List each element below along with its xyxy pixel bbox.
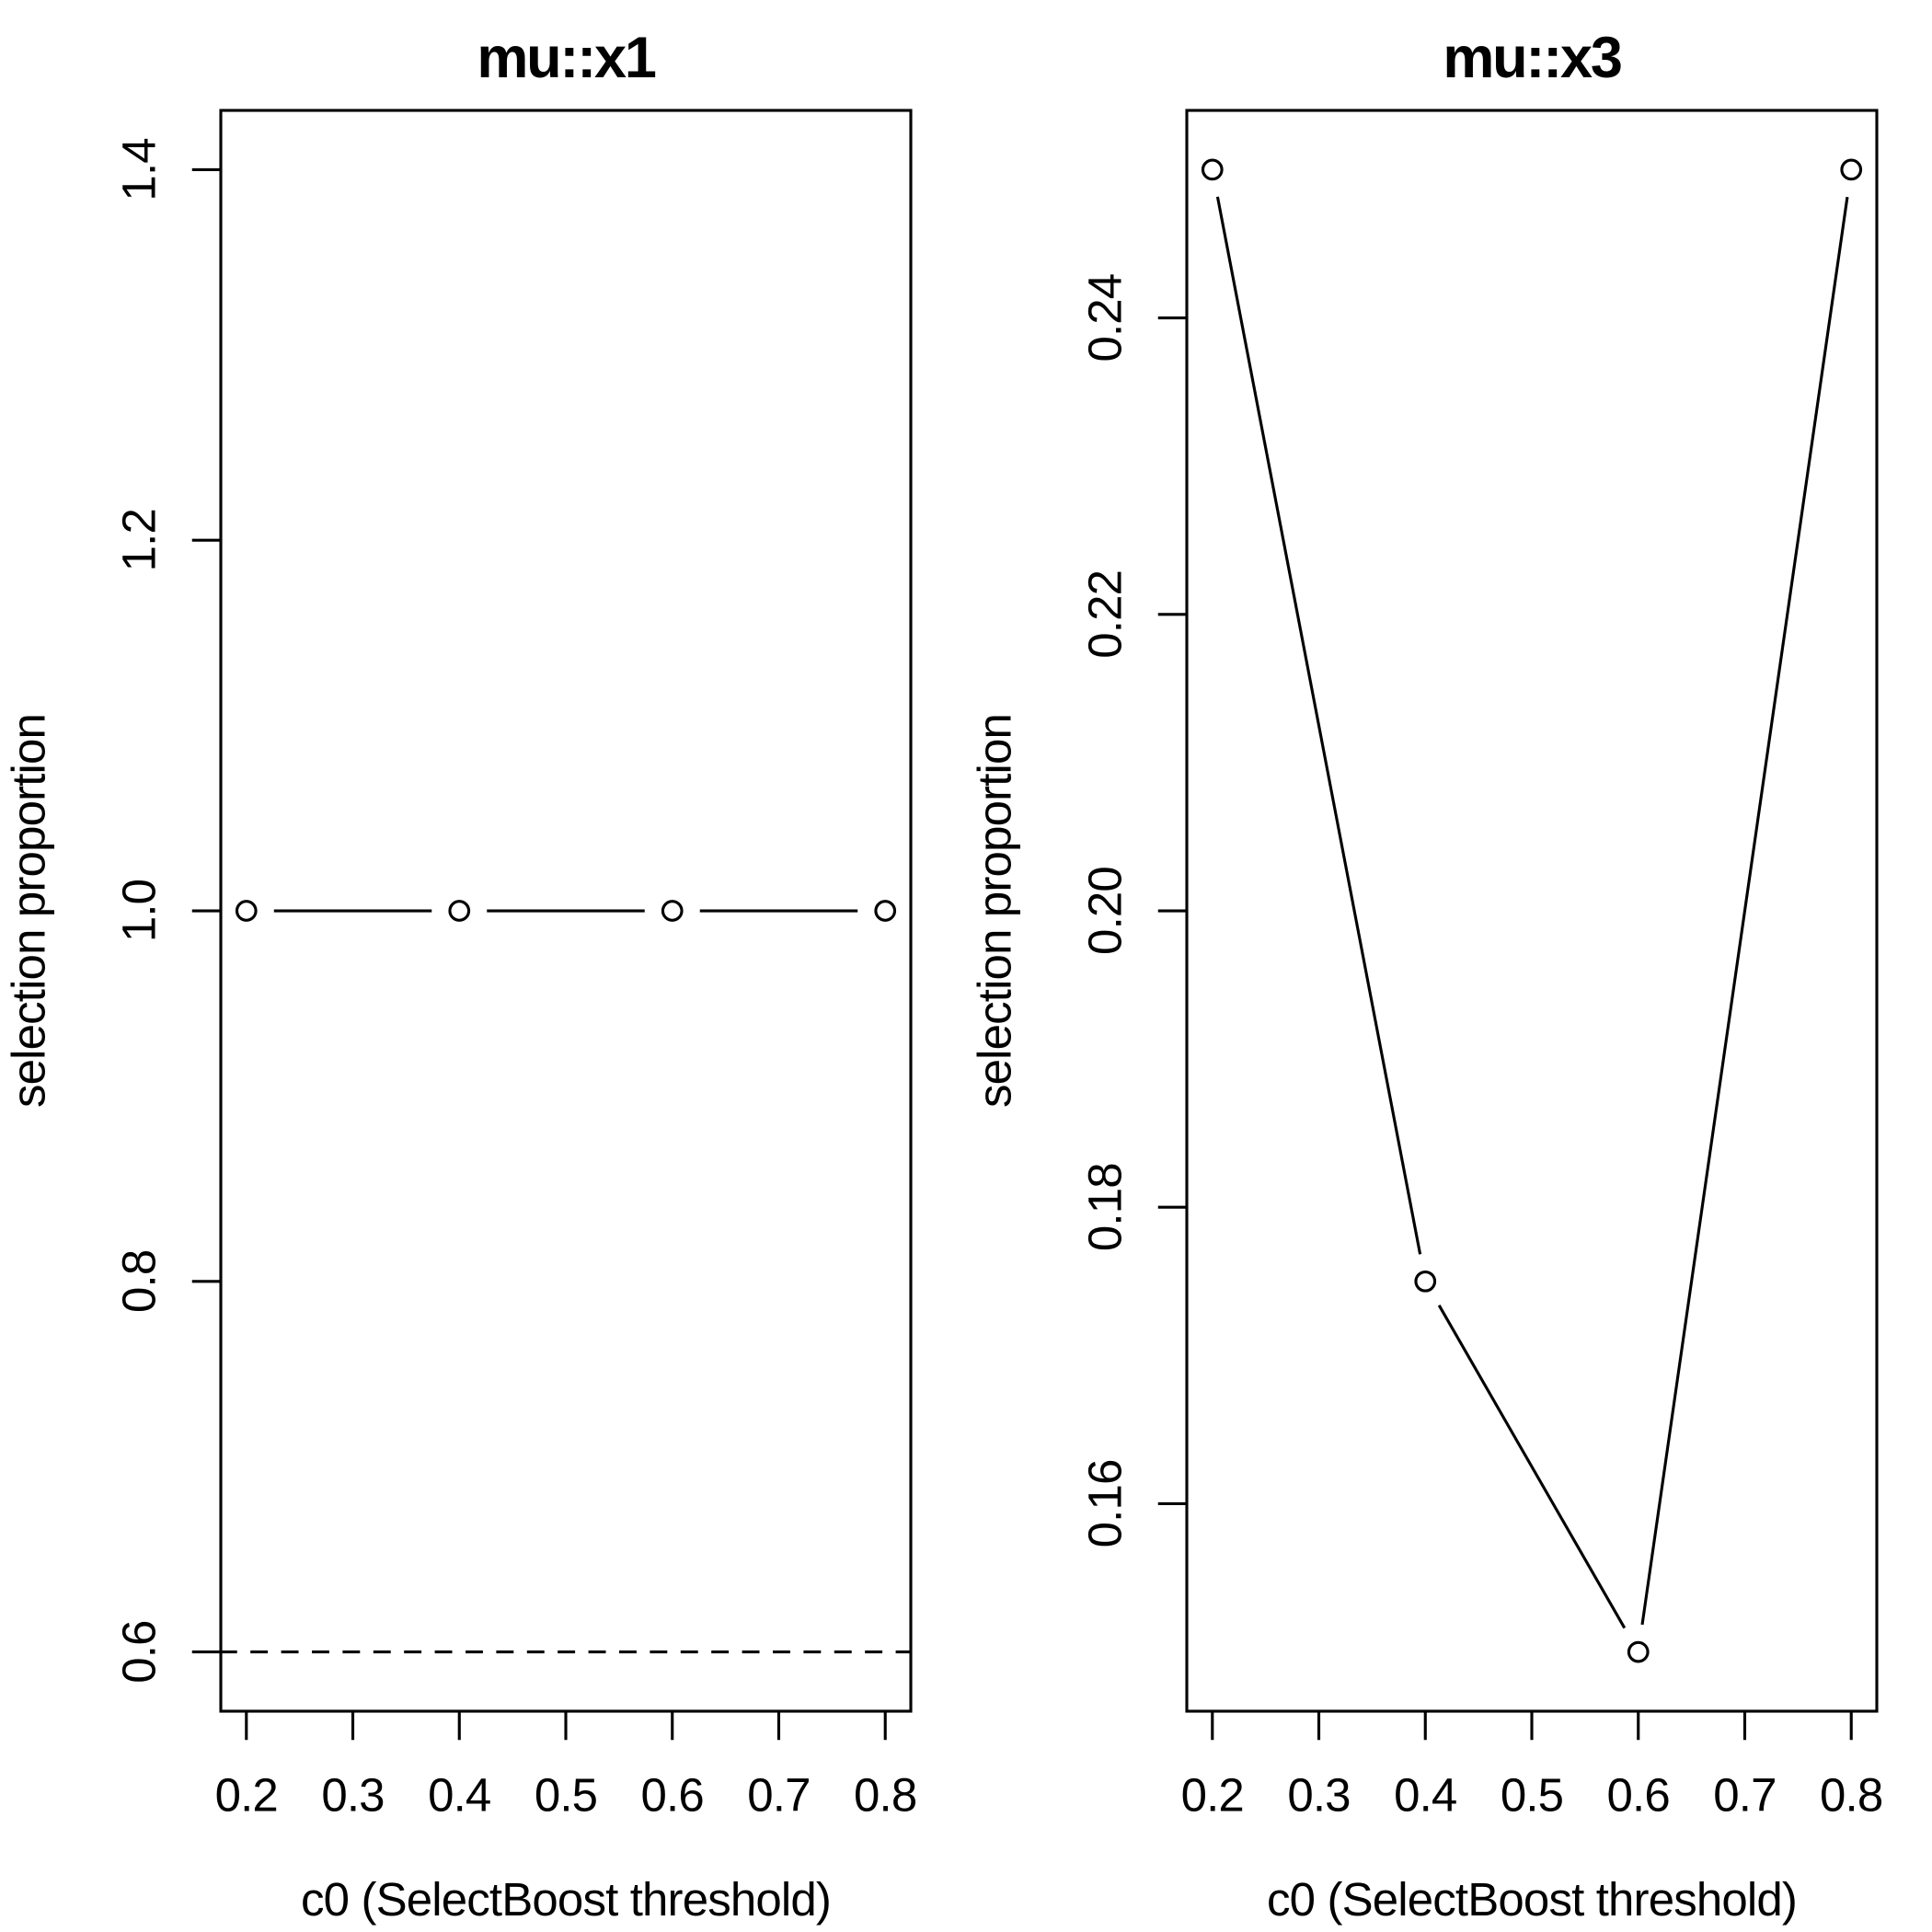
svg-text:selection proportion: selection proportion [969,714,1021,1108]
svg-text:0.6: 0.6 [1607,1769,1670,1822]
svg-text:0.18: 0.18 [1079,1163,1132,1251]
svg-text:c0 (SelectBoost threshold): c0 (SelectBoost threshold) [301,1873,831,1926]
svg-text:1.2: 1.2 [113,509,166,571]
svg-text:c0 (SelectBoost threshold): c0 (SelectBoost threshold) [1267,1873,1797,1926]
svg-text:0.6: 0.6 [641,1769,704,1822]
svg-text:0.7: 0.7 [1713,1769,1776,1822]
svg-text:1.4: 1.4 [113,138,166,201]
svg-text:1.0: 1.0 [113,880,166,942]
svg-text:0.5: 0.5 [1501,1769,1563,1822]
svg-text:0.16: 0.16 [1079,1459,1132,1547]
svg-text:0.6: 0.6 [113,1620,166,1683]
svg-text:mu::x1: mu::x1 [477,26,655,90]
svg-text:0.5: 0.5 [535,1769,597,1822]
svg-text:0.4: 0.4 [428,1769,490,1822]
svg-text:0.4: 0.4 [1394,1769,1456,1822]
svg-text:0.2: 0.2 [215,1769,278,1822]
svg-text:0.3: 0.3 [1287,1769,1350,1822]
svg-text:0.7: 0.7 [747,1769,810,1822]
svg-text:0.3: 0.3 [321,1769,384,1822]
svg-text:selection proportion: selection proportion [3,714,55,1108]
svg-text:0.8: 0.8 [854,1769,916,1822]
svg-text:mu::x3: mu::x3 [1443,26,1620,90]
svg-text:0.22: 0.22 [1079,570,1132,659]
svg-text:0.24: 0.24 [1079,274,1132,362]
svg-text:0.2: 0.2 [1181,1769,1244,1822]
svg-text:0.8: 0.8 [1820,1769,1882,1822]
svg-text:0.20: 0.20 [1079,867,1132,955]
svg-text:0.8: 0.8 [113,1250,166,1313]
